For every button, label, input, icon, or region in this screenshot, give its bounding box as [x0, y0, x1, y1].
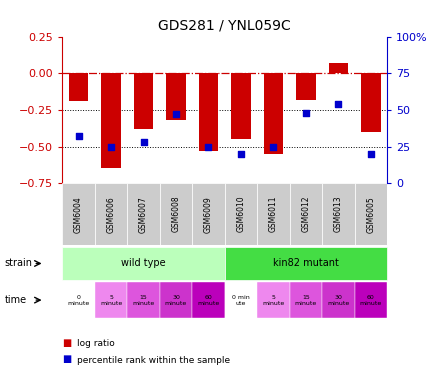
Point [108, 143, 115, 149]
Bar [257, 282, 290, 318]
Bar [257, 183, 290, 245]
Bar [160, 282, 192, 318]
Point [173, 111, 180, 117]
Bar [62, 183, 95, 245]
Bar [192, 282, 225, 318]
Text: GSM6010: GSM6010 [236, 196, 246, 232]
Point [238, 151, 245, 157]
Text: 30
minute: 30 minute [165, 295, 187, 306]
Bar [166, 73, 186, 120]
Text: GSM6013: GSM6013 [334, 196, 343, 232]
Point [368, 151, 375, 157]
Point [335, 101, 342, 107]
Bar [62, 282, 95, 318]
Point [270, 143, 277, 149]
Text: 0
minute: 0 minute [68, 295, 90, 306]
Text: GSM6005: GSM6005 [366, 196, 376, 232]
Bar [62, 247, 225, 280]
Text: 60
minute: 60 minute [198, 295, 220, 306]
Bar [322, 183, 355, 245]
Text: 5
minute: 5 minute [263, 295, 285, 306]
Text: GSM6012: GSM6012 [301, 196, 311, 232]
Bar [225, 282, 257, 318]
Text: 15
minute: 15 minute [133, 295, 155, 306]
Text: time: time [4, 295, 27, 305]
Text: GSM6004: GSM6004 [74, 196, 83, 232]
Point [303, 110, 310, 116]
Point [140, 139, 147, 145]
Bar [355, 282, 387, 318]
Bar [127, 183, 160, 245]
Text: ■: ■ [62, 338, 72, 348]
Text: ■: ■ [62, 354, 72, 364]
Text: log ratio: log ratio [77, 339, 114, 348]
Bar [290, 282, 322, 318]
Point [205, 143, 212, 149]
Bar [199, 73, 218, 151]
Bar [95, 282, 127, 318]
Bar [127, 282, 160, 318]
Bar [322, 282, 355, 318]
Bar [231, 73, 251, 139]
Point [75, 133, 82, 139]
Bar [290, 183, 322, 245]
Text: GSM6011: GSM6011 [269, 196, 278, 232]
Bar [101, 73, 121, 168]
Bar [329, 63, 348, 73]
Text: 0 min
ute: 0 min ute [232, 295, 250, 306]
Text: GSM6006: GSM6006 [106, 196, 116, 232]
Bar [95, 183, 127, 245]
Bar [355, 183, 387, 245]
Text: 5
minute: 5 minute [100, 295, 122, 306]
Bar [69, 73, 88, 101]
Bar [192, 183, 225, 245]
Text: GSM6008: GSM6008 [171, 196, 181, 232]
Bar [264, 73, 283, 154]
Bar [225, 247, 387, 280]
Text: wild type: wild type [121, 258, 166, 269]
Text: kin82 mutant: kin82 mutant [273, 258, 339, 269]
Text: 60
minute: 60 minute [360, 295, 382, 306]
Text: strain: strain [4, 258, 32, 269]
Text: percentile rank within the sample: percentile rank within the sample [77, 356, 230, 365]
Text: 15
minute: 15 minute [295, 295, 317, 306]
Bar [160, 183, 192, 245]
Bar [296, 73, 316, 100]
Bar [361, 73, 380, 132]
Bar [225, 183, 257, 245]
Text: 30
minute: 30 minute [327, 295, 350, 306]
Bar [134, 73, 153, 129]
Title: GDS281 / YNL059C: GDS281 / YNL059C [158, 19, 291, 33]
Text: GSM6009: GSM6009 [204, 196, 213, 232]
Text: GSM6007: GSM6007 [139, 196, 148, 232]
